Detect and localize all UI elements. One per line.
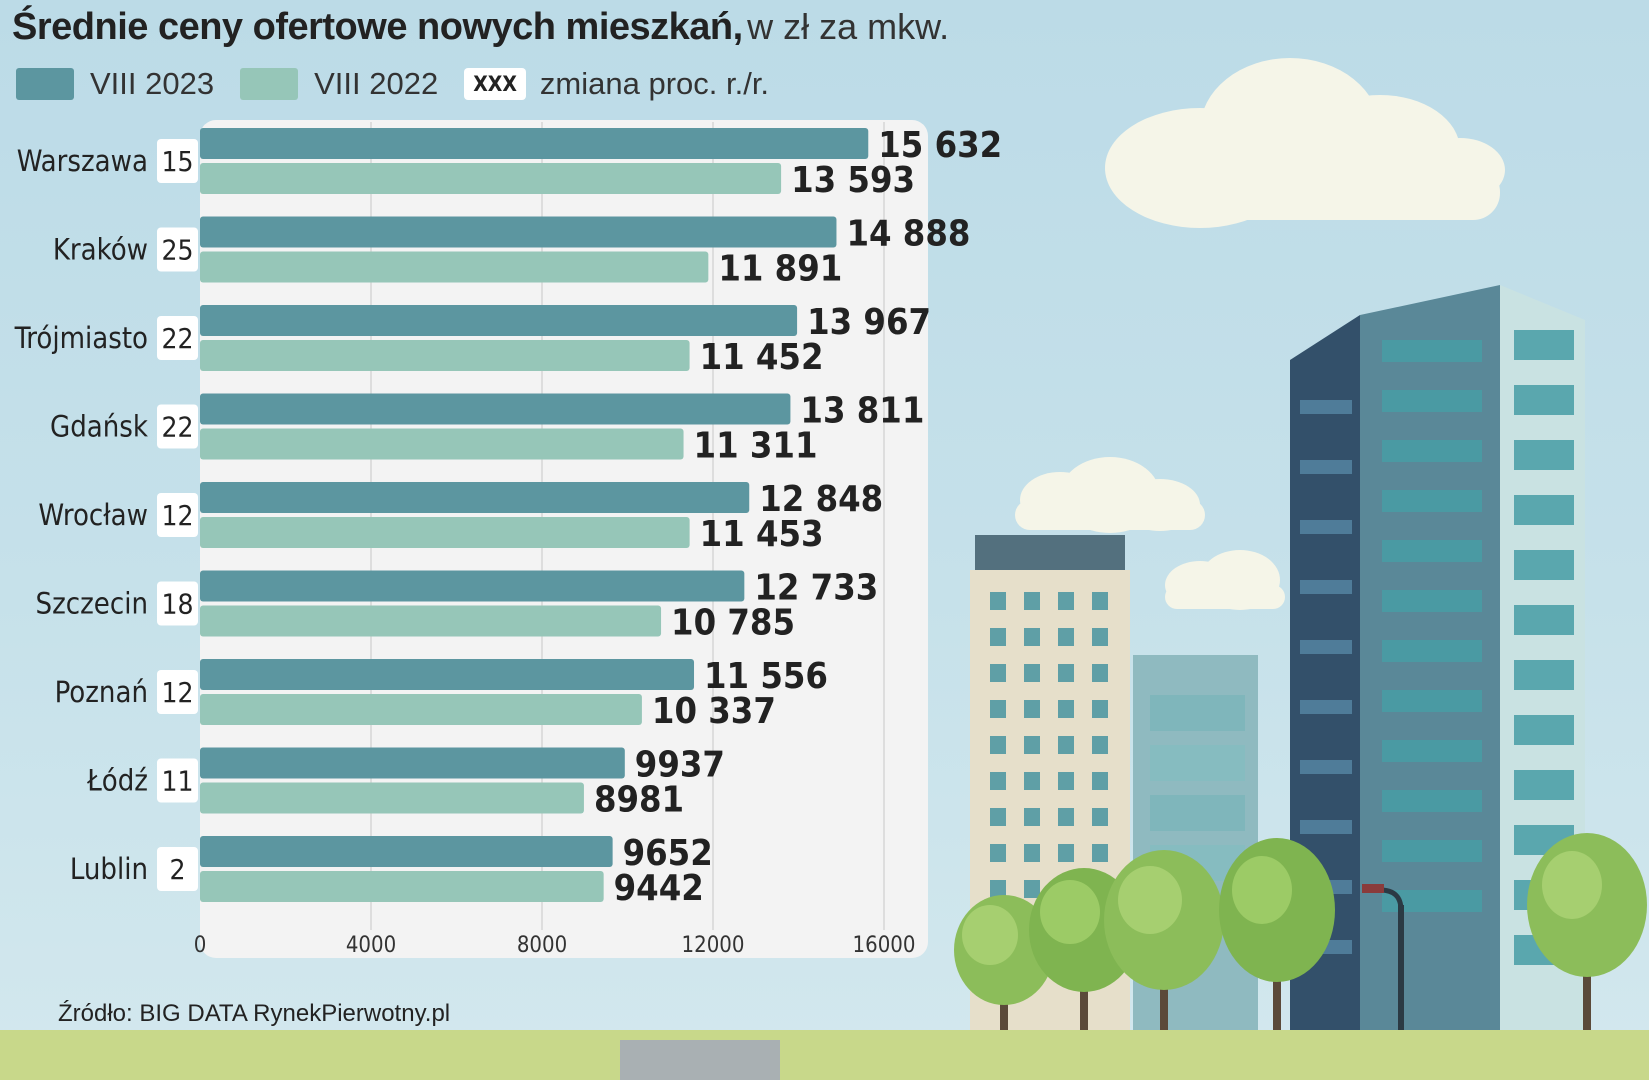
category-label: Łódź — [86, 764, 148, 798]
change-value: 22 — [161, 411, 193, 444]
value-label-2023: 14 888 — [846, 214, 970, 255]
value-label-2023: 15 632 — [878, 125, 1002, 166]
bar-2023 — [200, 747, 625, 779]
bar-2023 — [200, 836, 613, 867]
category-label: Gdańsk — [50, 410, 149, 444]
change-value: 25 — [161, 234, 193, 267]
change-value: 22 — [161, 322, 193, 355]
value-label-2023: 9652 — [623, 833, 713, 874]
value-label-2022: 11 453 — [700, 514, 824, 555]
value-label-2022: 9442 — [614, 868, 704, 909]
legend-change-label: zmiana proc. r./r. — [539, 66, 770, 101]
change-box — [157, 227, 198, 272]
cloud-icon — [1015, 457, 1205, 533]
value-label-2022: 10 337 — [652, 691, 776, 732]
change-box — [157, 139, 198, 183]
tree-icon — [954, 895, 1054, 1030]
change-box — [157, 404, 198, 449]
category-label: Lublin — [70, 852, 148, 886]
change-value: 18 — [161, 588, 193, 621]
x-tick-label: 0 — [194, 933, 207, 958]
category-label: Kraków — [53, 233, 148, 267]
cloud-icon — [1105, 58, 1505, 228]
bar-2022 — [200, 694, 642, 725]
value-label-2022: 11 891 — [718, 249, 842, 290]
tree-icon — [1104, 850, 1224, 1030]
value-label-2022: 11 452 — [700, 337, 824, 378]
bar-2022 — [200, 517, 690, 548]
change-box — [157, 316, 198, 360]
bar-2023 — [200, 659, 695, 690]
bar-2023 — [200, 393, 791, 425]
value-label-2022: 10 785 — [671, 603, 795, 644]
change-box — [157, 847, 198, 891]
value-label-2023: 12 848 — [759, 479, 883, 520]
category-label: Warszawa — [17, 144, 148, 178]
value-label-2023: 12 733 — [754, 568, 878, 609]
value-label-2022: 13 593 — [791, 160, 915, 201]
bar-2023 — [200, 216, 837, 248]
change-box — [157, 493, 198, 537]
change-box — [157, 670, 198, 714]
change-value: 12 — [161, 676, 193, 709]
value-label-2023: 13 967 — [807, 302, 931, 343]
change-box — [157, 581, 198, 626]
title-main: Średnie ceny ofertowe nowych mieszkań, — [12, 6, 743, 48]
bar-2022 — [200, 340, 690, 371]
bar-2023 — [200, 570, 745, 602]
value-label-2023: 13 811 — [800, 391, 924, 432]
legend-label-2023: VIII 2023 — [90, 66, 215, 101]
change-box — [157, 758, 198, 803]
change-value: 12 — [161, 499, 193, 532]
category-label: Poznań — [55, 675, 148, 709]
chart-title: Średnie ceny ofertowe nowych mieszkań, w… — [12, 6, 949, 49]
x-tick-label: 8000 — [517, 933, 567, 958]
bar-2022 — [200, 605, 662, 637]
bar-2022 — [200, 251, 709, 283]
x-tick-label: 4000 — [346, 933, 396, 958]
cloud-icon — [1165, 550, 1285, 610]
value-label-2023: 11 556 — [704, 656, 828, 697]
legend: VIII 2023 VIII 2022 XXX zmiana proc. r./… — [16, 62, 795, 106]
x-tick-label: 16000 — [853, 933, 916, 958]
source-note: Źródło: BIG DATA RynekPierwotny.pl — [58, 1000, 451, 1027]
legend-change-box: XXX — [464, 68, 526, 100]
bar-2023 — [200, 482, 750, 513]
change-value: 11 — [161, 765, 193, 798]
value-label-2022: 8981 — [594, 780, 684, 821]
legend-swatch-2022 — [240, 68, 299, 100]
building-tower — [1290, 285, 1585, 1030]
bar-2022 — [200, 871, 604, 902]
category-label: Wrocław — [38, 498, 148, 532]
bar-2023 — [200, 128, 869, 159]
title-unit: w zł za mkw. — [747, 6, 950, 47]
ground — [0, 1030, 1649, 1080]
bar-2022 — [200, 163, 782, 194]
category-label: Trójmiasto — [14, 321, 148, 355]
street-lamp-icon — [1362, 884, 1404, 1030]
change-value: 2 — [169, 853, 185, 886]
bar-2022 — [200, 428, 684, 460]
bar-2022 — [200, 782, 584, 814]
x-tick-label: 12000 — [682, 933, 745, 958]
value-label-2022: 11 311 — [694, 426, 818, 467]
category-label: Szczecin — [36, 587, 149, 621]
value-label-2023: 9937 — [635, 745, 725, 786]
change-value: 15 — [161, 145, 193, 178]
bar-2023 — [200, 305, 798, 336]
legend-swatch-2023 — [16, 68, 74, 100]
tree-icon — [1219, 838, 1335, 1030]
legend-label-2022: VIII 2022 — [314, 66, 439, 101]
tree-icon — [1527, 833, 1647, 1030]
